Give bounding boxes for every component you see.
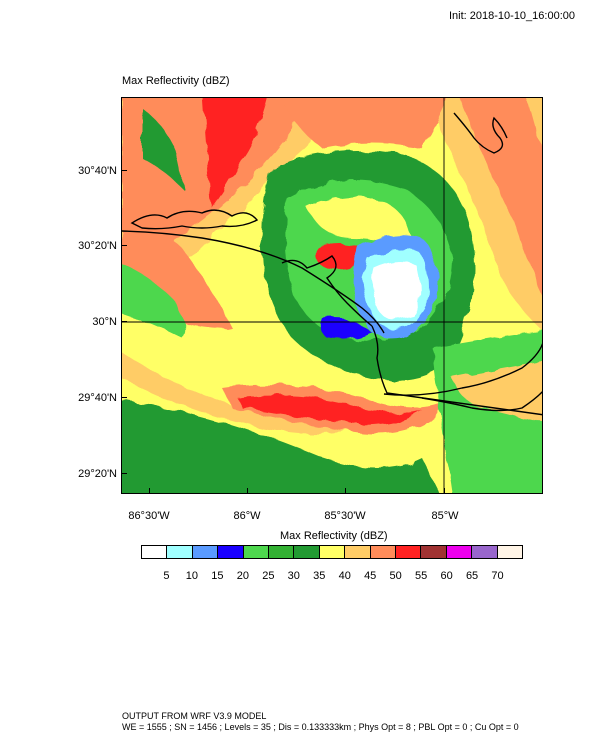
echo-55dbz-south-band bbox=[237, 395, 422, 425]
colorbar-swatch bbox=[396, 546, 422, 558]
echo-25dbz-west-band bbox=[122, 264, 186, 338]
lat-label-30-40n: 30°40'N bbox=[78, 165, 117, 177]
echo-20dbz-patch bbox=[320, 317, 372, 340]
colorbar-swatch bbox=[167, 546, 193, 558]
colorbar-tick-label: 15 bbox=[211, 570, 224, 582]
lat-label-30-20n: 30°20'N bbox=[78, 240, 117, 252]
lat-tick bbox=[121, 473, 127, 474]
lon-tick bbox=[149, 488, 150, 494]
colorbar bbox=[141, 545, 523, 559]
lon-tick bbox=[444, 488, 445, 494]
echo-35dbz-northwest-cell bbox=[142, 108, 182, 188]
colorbar-swatch bbox=[421, 546, 447, 558]
colorbar-tick-label: 65 bbox=[465, 570, 479, 582]
colorbar-tick-label: 40 bbox=[338, 570, 351, 582]
lake-outline bbox=[453, 112, 508, 154]
lat-label-30n: 30°N bbox=[92, 316, 117, 328]
colorbar-title: Max Reflectivity (dBZ) bbox=[280, 530, 388, 542]
lat-tick bbox=[121, 245, 127, 246]
colorbar-tick-label: 45 bbox=[364, 570, 377, 582]
coastline-east bbox=[383, 343, 542, 396]
colorbar-swatch bbox=[345, 546, 371, 558]
barrier-island bbox=[421, 391, 542, 412]
footer-config-line: WE = 1555 ; SN = 1456 ; Levels = 35 ; Di… bbox=[122, 722, 519, 732]
echo-50dbz-east bbox=[459, 98, 542, 294]
colorbar-tick-label: 10 bbox=[185, 570, 199, 582]
colorbar-tick-label: 50 bbox=[389, 570, 402, 582]
colorbar-tick-label: 30 bbox=[287, 570, 300, 582]
echo-55dbz-northwest-band bbox=[203, 98, 268, 208]
colorbar-swatch bbox=[269, 546, 295, 558]
echo-50dbz-north bbox=[281, 98, 447, 148]
colorbar-swatch bbox=[218, 546, 244, 558]
colorbar-swatch bbox=[446, 546, 473, 558]
lat-tick bbox=[121, 321, 127, 322]
plot-title: Max Reflectivity (dBZ) bbox=[122, 75, 230, 87]
colorbar-swatch bbox=[370, 546, 397, 558]
lat-tick bbox=[121, 397, 127, 398]
lon-label-85w: 85°W bbox=[431, 510, 459, 522]
lat-label-29-40n: 29°40'N bbox=[78, 392, 117, 404]
colorbar-tick-label: 5 bbox=[163, 570, 170, 582]
colorbar-tick-label: 60 bbox=[440, 570, 453, 582]
colorbar-swatch bbox=[192, 546, 219, 558]
lon-tick bbox=[247, 488, 248, 494]
state-boundary-line bbox=[122, 230, 385, 334]
coastline-group bbox=[122, 98, 542, 493]
lon-label-86w: 86°W bbox=[233, 510, 261, 522]
colorbar-swatch bbox=[497, 546, 523, 558]
echo-5dbz-eye bbox=[372, 261, 421, 321]
bay-coastline-west bbox=[130, 209, 259, 230]
colorbar-tick-label: 55 bbox=[415, 570, 428, 582]
echo-40dbz-inner-band bbox=[307, 196, 412, 248]
lat-tick bbox=[121, 170, 127, 171]
colorbar-swatch bbox=[294, 546, 320, 558]
colorbar-swatch bbox=[472, 546, 498, 558]
colorbar-swatch bbox=[319, 546, 346, 558]
echo-35dbz-southwest bbox=[122, 424, 430, 493]
lon-label-85-30w: 85°30'W bbox=[324, 510, 366, 522]
gulf-coastline bbox=[371, 325, 542, 416]
colorbar-tick-label: 70 bbox=[491, 570, 504, 582]
colorbar-swatch bbox=[142, 546, 168, 558]
lon-tick bbox=[345, 488, 346, 494]
echo-45dbz-southeast bbox=[452, 361, 542, 423]
lat-label-29-20n: 29°20'N bbox=[78, 468, 117, 480]
footer-model-line: OUTPUT FROM WRF V3.9 MODEL bbox=[122, 711, 267, 721]
bay-coastline-central bbox=[281, 255, 373, 327]
colorbar-tick-label: 25 bbox=[262, 570, 275, 582]
colorbar-swatch bbox=[243, 546, 270, 558]
colorbar-tick-label: 20 bbox=[236, 570, 249, 582]
map-canvas bbox=[122, 98, 542, 493]
init-time-label: Init: 2018-10-10_16:00:00 bbox=[449, 10, 575, 22]
reflectivity-map bbox=[121, 97, 543, 494]
lon-label-86-30w: 86°30'W bbox=[128, 510, 170, 522]
colorbar-tick-label: 35 bbox=[313, 570, 326, 582]
